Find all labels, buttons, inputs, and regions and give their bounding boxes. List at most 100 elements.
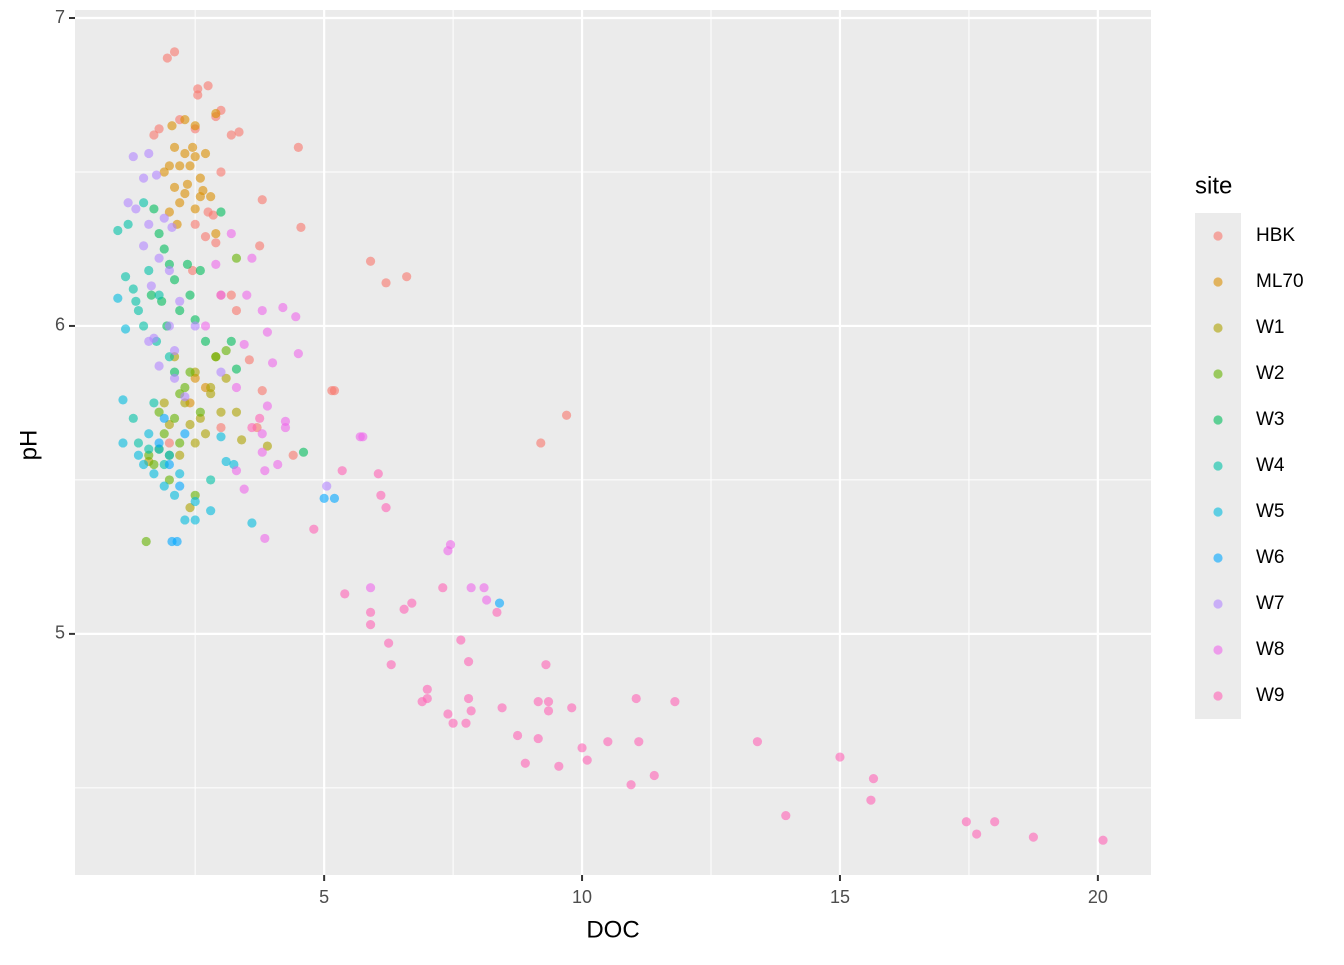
- point: [169, 413, 180, 423]
- point: [340, 589, 350, 599]
- point: [180, 188, 190, 199]
- point: [206, 192, 216, 202]
- point: [1028, 832, 1038, 842]
- point: [169, 490, 180, 500]
- point: [175, 161, 185, 171]
- x-tick-label: 15: [830, 887, 850, 907]
- point: [154, 361, 164, 371]
- point: [167, 222, 177, 233]
- point: [175, 481, 185, 491]
- point: [337, 466, 347, 476]
- point: [267, 358, 278, 368]
- point: [131, 296, 141, 306]
- point: [244, 355, 254, 365]
- point: [231, 466, 242, 476]
- point: [206, 389, 216, 399]
- point: [149, 469, 159, 479]
- point: [169, 345, 180, 356]
- point: [492, 607, 502, 617]
- legend-key: [1213, 461, 1223, 471]
- point: [631, 693, 641, 704]
- legend-key: [1213, 323, 1223, 333]
- y-tick-label: 5: [55, 623, 65, 643]
- legend-key: [1213, 553, 1223, 563]
- point: [146, 290, 156, 300]
- point: [149, 459, 159, 470]
- point: [190, 151, 200, 162]
- point: [422, 693, 432, 704]
- point: [193, 90, 203, 100]
- legend-key: [1213, 645, 1223, 655]
- point: [164, 438, 174, 448]
- point: [146, 281, 156, 291]
- point: [260, 533, 270, 544]
- point: [190, 496, 200, 507]
- point: [262, 327, 273, 337]
- point: [365, 256, 376, 266]
- point: [972, 829, 982, 839]
- point: [164, 352, 174, 362]
- point: [128, 284, 138, 294]
- point: [327, 386, 337, 396]
- legend-key: [1213, 599, 1223, 609]
- point: [296, 222, 306, 233]
- point: [195, 173, 205, 183]
- point: [200, 148, 211, 159]
- point: [203, 81, 213, 91]
- point: [288, 450, 298, 460]
- point: [463, 656, 474, 667]
- point: [200, 336, 211, 346]
- point: [154, 407, 164, 417]
- point: [402, 272, 412, 282]
- point: [144, 148, 154, 159]
- point: [180, 392, 190, 402]
- point: [384, 638, 394, 648]
- point: [120, 324, 131, 334]
- legend-label: HBK: [1256, 225, 1295, 246]
- x-tick-label: 20: [1088, 887, 1108, 907]
- point: [226, 336, 236, 346]
- point: [180, 382, 190, 393]
- point: [543, 706, 554, 716]
- point: [200, 321, 211, 331]
- legend: HBK ML70 W1 W2 W3 W4 W5 W6 W7 W8 W9: [1195, 213, 1304, 719]
- point: [144, 265, 154, 276]
- point: [293, 142, 303, 152]
- point: [164, 459, 174, 470]
- point: [262, 441, 273, 451]
- point: [172, 536, 182, 547]
- point: [376, 490, 386, 500]
- point: [221, 345, 231, 356]
- point: [190, 321, 200, 331]
- point: [260, 466, 270, 476]
- point: [231, 305, 242, 316]
- point: [123, 219, 133, 229]
- point: [868, 774, 879, 784]
- point: [190, 204, 200, 214]
- point: [293, 349, 303, 359]
- point: [206, 475, 216, 485]
- point: [399, 604, 409, 614]
- point: [200, 232, 211, 242]
- point: [195, 192, 205, 202]
- point: [144, 219, 154, 229]
- point: [118, 395, 128, 405]
- point: [139, 241, 149, 251]
- point: [216, 367, 226, 377]
- point: [118, 438, 128, 448]
- point: [208, 210, 218, 220]
- point: [195, 265, 205, 276]
- point: [131, 204, 141, 214]
- point: [603, 737, 613, 747]
- legend-label: W8: [1256, 639, 1285, 660]
- point: [990, 817, 1000, 827]
- point: [422, 684, 432, 694]
- panel: [75, 10, 1151, 875]
- point: [512, 730, 523, 741]
- point: [386, 660, 396, 670]
- legend-key: [1213, 277, 1223, 287]
- point: [231, 364, 242, 374]
- point: [211, 238, 221, 248]
- point: [373, 469, 383, 479]
